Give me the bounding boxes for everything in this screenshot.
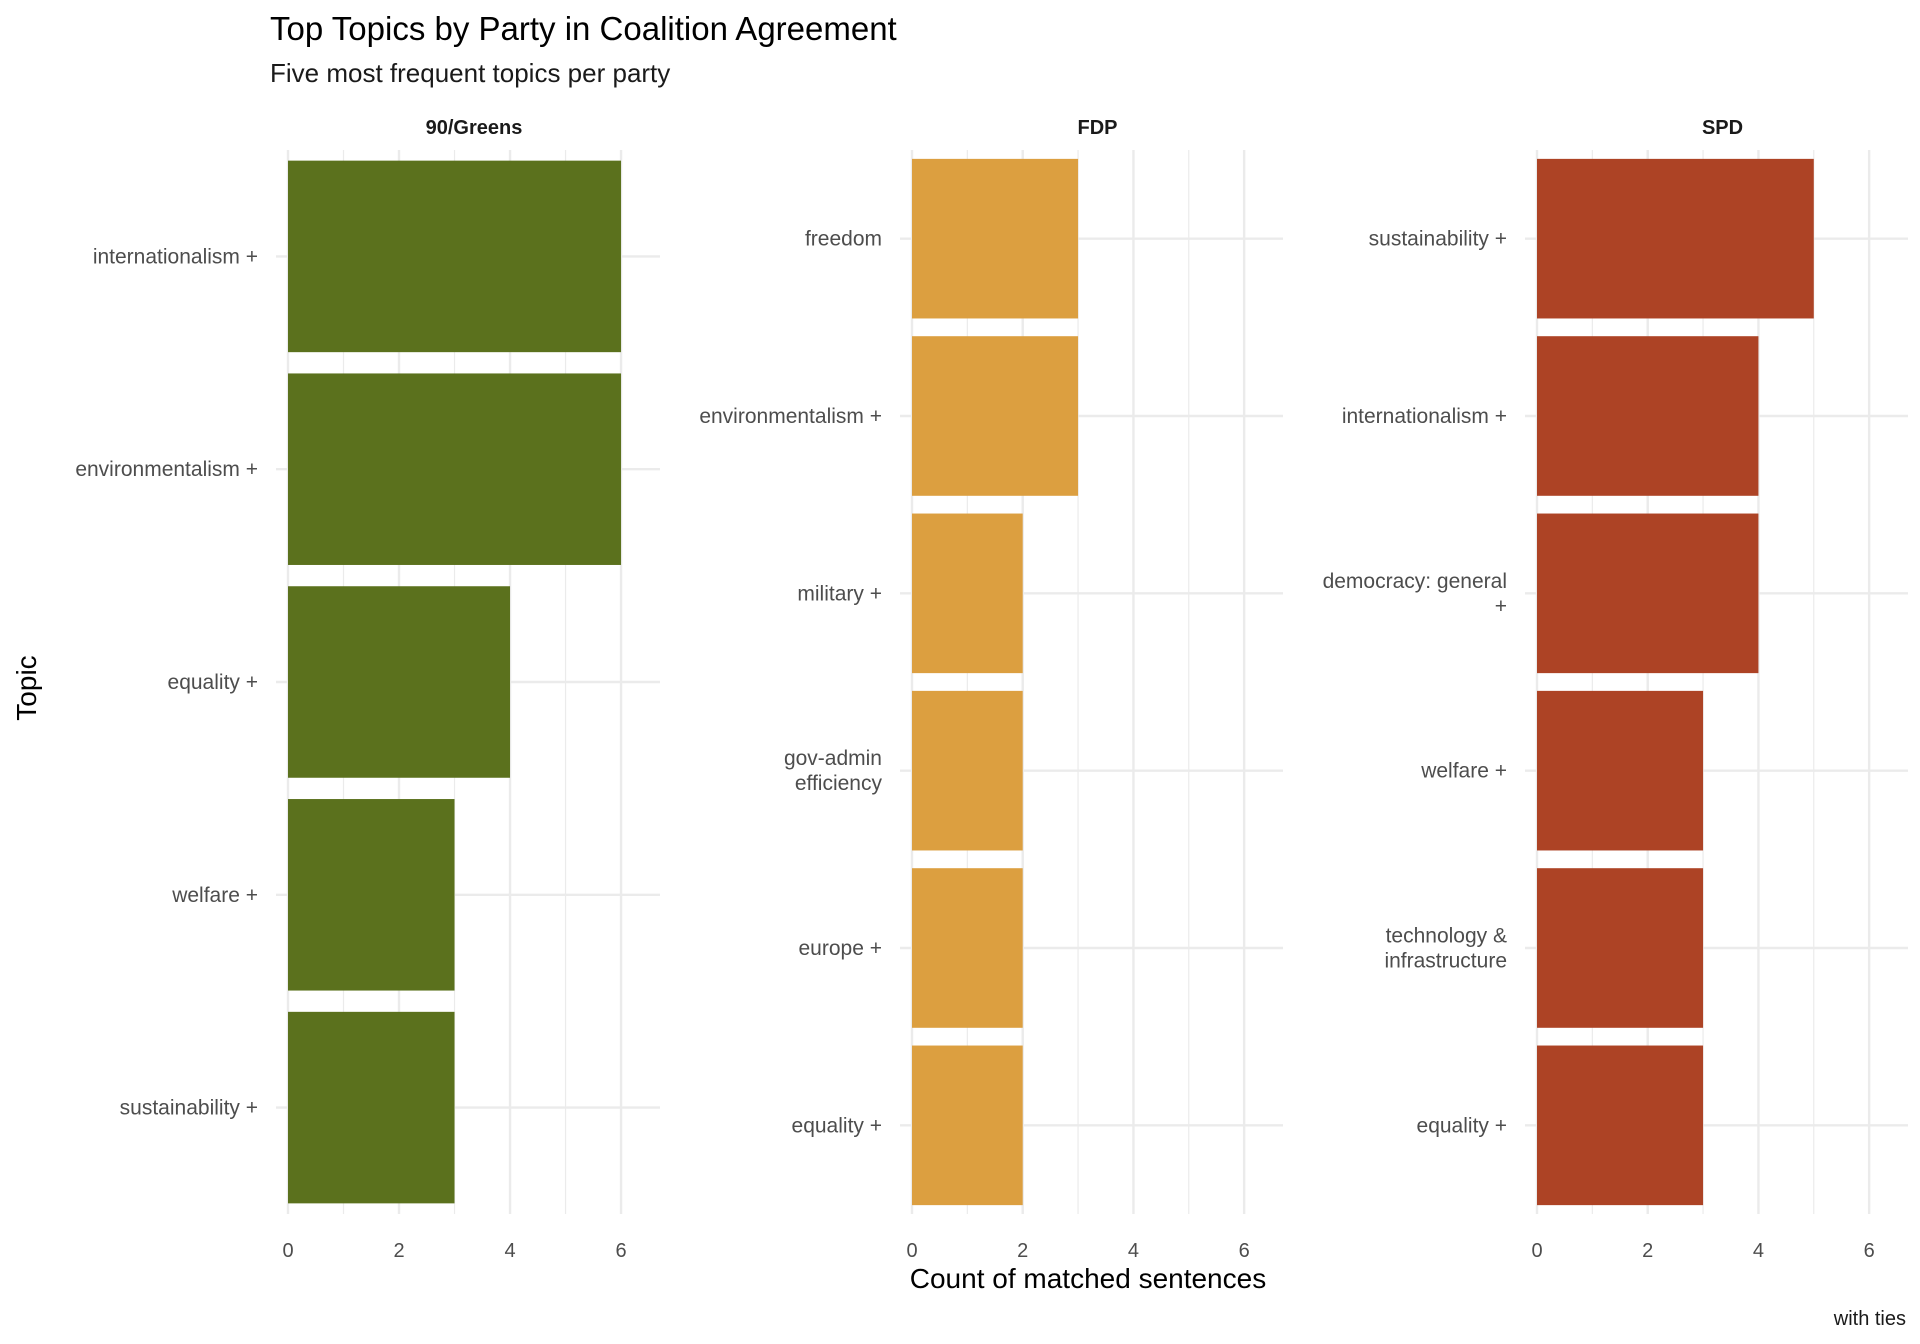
bar: [912, 690, 1023, 851]
facet-panels: 90/Greens 0 2 4 6 internationalism + environme…: [75, 117, 1908, 1262]
x-tick-label: 4: [1753, 1240, 1764, 1262]
bar: [1537, 158, 1814, 319]
x-tick-label: 0: [282, 1240, 293, 1262]
bar: [1537, 513, 1759, 674]
category-label: welfare +: [171, 884, 258, 907]
facet-strip-label: SPD: [1702, 117, 1743, 139]
x-tick-label: 0: [906, 1240, 917, 1262]
category-label: sustainability +: [1369, 228, 1507, 251]
bar: [912, 336, 1079, 496]
category-label: gov-admin efficiency: [784, 747, 883, 795]
bar: [288, 373, 622, 565]
facet-panel: SPD 0 2 4 6 sustainability + internationalism …: [1323, 117, 1908, 1262]
category-label: internationalism +: [93, 245, 258, 268]
x-tick-label: 2: [393, 1240, 404, 1262]
category-label: freedom: [805, 228, 882, 251]
category-label: democracy: general +: [1323, 570, 1507, 618]
bar: [912, 868, 1023, 1028]
facet-panel: FDP 0 2 4 6 freedom environmentalism + military…: [699, 117, 1283, 1262]
category-label: equality +: [1417, 1114, 1507, 1137]
x-tick-label: 0: [1531, 1240, 1542, 1262]
category-label: sustainability +: [120, 1097, 258, 1120]
bar: [912, 513, 1023, 674]
category-label: environmentalism +: [699, 405, 882, 428]
y-axis-title: Topic: [11, 655, 42, 720]
bar: [1537, 868, 1704, 1028]
x-tick-label: 2: [1017, 1240, 1028, 1262]
category-label: equality +: [792, 1114, 882, 1137]
chart-caption: with ties: [1833, 1308, 1906, 1330]
category-label: internationalism +: [1342, 405, 1507, 428]
x-tick-label: 6: [1864, 1240, 1875, 1262]
category-label: technology & infrastructure: [1384, 925, 1507, 973]
bar: [288, 160, 622, 353]
facet-strip-label: FDP: [1078, 117, 1118, 139]
bar: [1537, 1045, 1704, 1206]
x-tick-label: 2: [1642, 1240, 1653, 1262]
x-tick-label: 6: [1239, 1240, 1250, 1262]
facet-panel: 90/Greens 0 2 4 6 internationalism + environme…: [75, 117, 660, 1262]
bar: [288, 1011, 455, 1204]
bar: [1537, 336, 1759, 496]
category-label: military +: [797, 582, 882, 605]
x-tick-label: 4: [1128, 1240, 1139, 1262]
bar: [288, 586, 511, 778]
chart-title: Top Topics by Party in Coalition Agreeme…: [270, 10, 897, 47]
x-tick-label: 4: [504, 1240, 515, 1262]
bar: [912, 1045, 1023, 1206]
category-label: environmentalism +: [75, 458, 258, 481]
category-label: welfare +: [1420, 760, 1507, 783]
category-label: europe +: [799, 937, 883, 960]
x-tick-label: 6: [615, 1240, 626, 1262]
category-label: equality +: [168, 671, 258, 694]
chart-subtitle: Five most frequent topics per party: [270, 58, 670, 88]
bar: [912, 158, 1079, 319]
bar: [288, 799, 455, 991]
bar: [1537, 690, 1704, 851]
facet-strip-label: 90/Greens: [426, 117, 523, 139]
x-axis-title: Count of matched sentences: [910, 1263, 1266, 1294]
